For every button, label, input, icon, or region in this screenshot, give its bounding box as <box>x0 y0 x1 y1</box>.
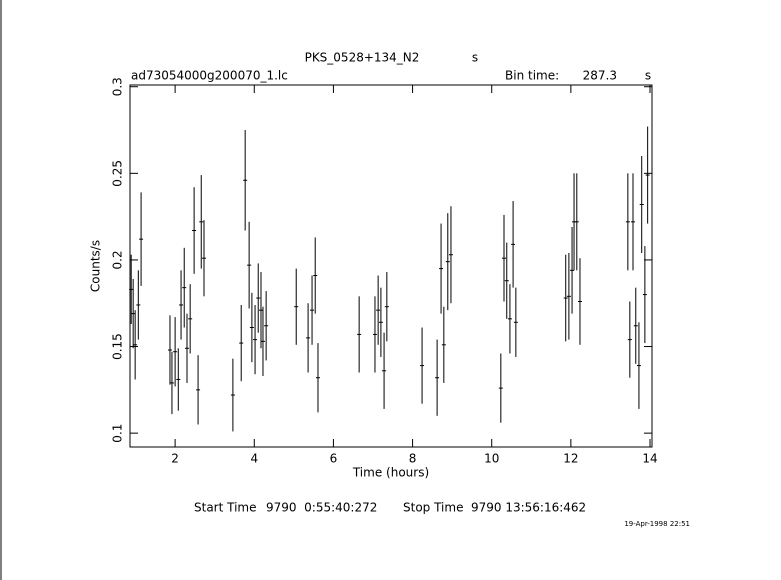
title-unit: s <box>472 51 478 65</box>
file-name: ad73054000g200070_1.lc <box>131 69 288 83</box>
y-tick-label: 0.15 <box>111 333 125 360</box>
chart-title: PKS_0528+134_N2 <box>305 51 420 65</box>
x-tick-label: 10 <box>484 452 499 466</box>
x-tick-label: 2 <box>171 452 179 466</box>
y-tick-label: 0.1 <box>111 424 125 443</box>
timestamp: 19-Apr-1998 22:51 <box>624 520 690 528</box>
plot-frame <box>129 84 653 448</box>
y-axis-label: Counts/s <box>89 240 103 292</box>
x-tick-label: 14 <box>642 452 657 466</box>
x-tick-label: 6 <box>330 452 338 466</box>
bin-time-label: Bin time: <box>505 69 559 83</box>
y-tick-label: 0.25 <box>111 160 125 187</box>
x-tick-label: 4 <box>250 452 258 466</box>
start-label: Start Time <box>194 501 257 515</box>
stop-label: Stop Time <box>403 501 463 515</box>
x-tick-label: 8 <box>409 452 417 466</box>
bin-time: 287.3 <box>583 69 617 83</box>
y-tick-label: 0.3 <box>111 77 125 96</box>
y-tick-label: 0.2 <box>111 250 125 269</box>
stop-value: 9790 13:56:16:462 <box>471 501 586 515</box>
x-tick-label: 12 <box>563 452 578 466</box>
x-axis-label: Time (hours) <box>352 466 429 480</box>
start-value: 9790 0:55:40:272 <box>266 501 377 515</box>
bin-time-unit: s <box>645 69 651 83</box>
